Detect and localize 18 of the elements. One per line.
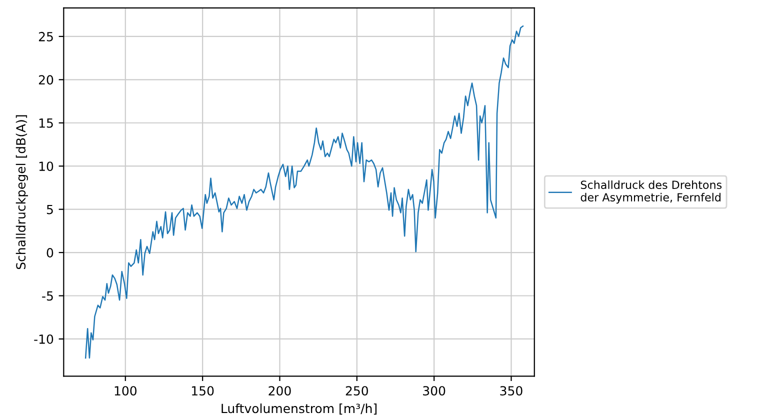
- y-tick-label: 5: [46, 204, 53, 214]
- x-tick-label: 200: [268, 386, 291, 396]
- y-tick-label: -5: [42, 291, 53, 301]
- y-tick-label: 10: [39, 162, 54, 172]
- x-tick-label: 100: [114, 386, 137, 396]
- x-tick-label: 150: [192, 386, 214, 396]
- y-tick-label: 20: [38, 75, 54, 85]
- x-tick-label: 350: [500, 386, 522, 396]
- x-tick-label: 250: [346, 386, 368, 396]
- y-tick-label: 25: [38, 32, 53, 42]
- y-tick-label: 15: [39, 118, 53, 128]
- y-axis-title: Schalldruckpegel [dB(A)]: [16, 115, 28, 270]
- x-tick-label: 300: [423, 386, 446, 396]
- legend-label: Schalldruck des Drehtons der Asymmetrie, Fernfeld: [580, 180, 722, 204]
- x-axis-title: Luftvolumenstrom [m³/h]: [222, 404, 377, 415]
- line-series: [84, 25, 524, 359]
- y-tick-label: -10: [34, 334, 54, 344]
- y-tick-label: 0: [46, 248, 54, 258]
